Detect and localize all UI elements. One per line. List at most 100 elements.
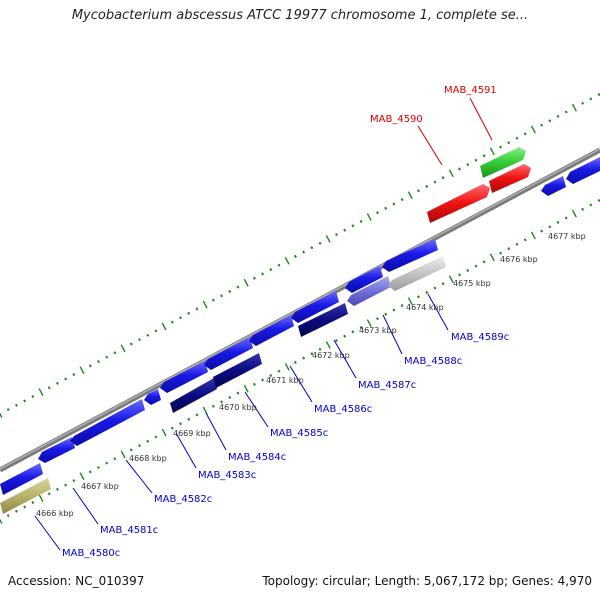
major-tick [571, 103, 577, 112]
major-tick [530, 125, 536, 134]
gene-label-MAB_4591[interactable]: MAB_4591 [444, 85, 497, 96]
gene-arrow-MAB_4591[interactable] [480, 147, 526, 178]
leader-MAB_4589c [427, 293, 449, 331]
gene-arrow-MAB_4587c-a[interactable] [249, 315, 294, 346]
gene-arrow-MAB_4588c[interactable] [347, 276, 391, 306]
gene-label-MAB_4582c[interactable]: MAB_4582c [154, 494, 212, 505]
gene-label-MAB_4583c[interactable]: MAB_4583c [198, 470, 256, 481]
leader-MAB_4580c [34, 515, 61, 551]
minor-tick [129, 448, 133, 452]
minor-tick [417, 295, 420, 299]
minor-tick [236, 285, 240, 289]
minor-tick [105, 355, 109, 359]
minor-tick [187, 311, 191, 315]
minor-tick [540, 229, 544, 233]
minor-tick [589, 203, 593, 207]
minor-tick [252, 382, 256, 386]
minor-tick [581, 101, 585, 105]
minor-tick [433, 180, 437, 184]
gene-arrow-MAB_4588c-b[interactable] [345, 266, 383, 293]
minor-tick [220, 294, 224, 298]
minor-tick [129, 342, 133, 346]
minor-tick [474, 158, 478, 162]
major-tick [571, 209, 577, 218]
major-tick [284, 256, 290, 265]
minor-tick [64, 377, 68, 381]
gene-label-MAB_4587c[interactable]: MAB_4587c [358, 380, 416, 391]
tick-track-upper [0, 92, 600, 418]
ruler-label: 4667 kbp [81, 482, 119, 491]
major-tick [79, 472, 85, 481]
gene-arrow-far-1[interactable] [541, 176, 566, 196]
ruler-label: 4675 kbp [453, 279, 491, 288]
gene-arrow-far-2[interactable] [566, 157, 600, 184]
minor-tick [302, 250, 306, 254]
leader-MAB_4584c [205, 412, 227, 451]
minor-tick [359, 325, 363, 329]
gene-arrow-MAB_4581c[interactable] [0, 463, 43, 495]
gene-arrow-MAB_4586c-a[interactable] [160, 361, 208, 393]
gene-arrow-MAB_4587c[interactable] [298, 303, 348, 337]
gene-arrow-MAB_4583c[interactable] [70, 399, 145, 446]
gene-arrow-MAB_4589c[interactable] [388, 256, 446, 291]
gene-label-MAB_4585c[interactable]: MAB_4585c [270, 428, 328, 439]
gene-arrow-MAB_4590-b[interactable] [489, 164, 531, 193]
minor-tick [564, 216, 568, 220]
minor-tick [277, 263, 281, 267]
minor-tick [269, 268, 273, 272]
ruler-label: 4666 kbp [36, 509, 74, 518]
gene-arrow-MAB_4584c-small[interactable] [144, 389, 161, 405]
major-tick [489, 253, 495, 262]
minor-tick [425, 184, 429, 188]
leader-MAB_4587c [333, 339, 357, 379]
minor-tick [441, 282, 445, 286]
major-tick [366, 213, 372, 221]
minor-tick [334, 233, 338, 237]
gene-arrow-MAB_4590[interactable] [427, 184, 490, 223]
minor-tick [433, 286, 437, 290]
minor-tick [441, 176, 445, 180]
minor-tick [113, 457, 117, 461]
minor-tick [293, 360, 297, 364]
major-tick [366, 319, 372, 327]
minor-tick [293, 254, 297, 258]
gene-label-MAB_4584c[interactable]: MAB_4584c [228, 452, 286, 463]
gene-arrow-MAB_4585c[interactable] [213, 353, 262, 388]
minor-tick [88, 364, 92, 368]
gene-label-MAB_4588c[interactable]: MAB_4588c [404, 356, 462, 367]
minor-tick [318, 347, 322, 351]
gene-arrow-MAB_4582c[interactable] [38, 437, 75, 463]
gene-arrows[interactable] [0, 147, 600, 514]
gene-arrow-MAB_4589c-b[interactable] [382, 239, 438, 272]
gene-arrow-MAB_4580c[interactable] [0, 478, 51, 514]
minor-tick [236, 391, 240, 395]
gene-arrow-MAB_4588c-a[interactable] [291, 291, 339, 323]
minor-tick [14, 403, 18, 407]
gene-label-MAB_4586c[interactable]: MAB_4586c [314, 404, 372, 415]
minor-tick [97, 359, 100, 364]
major-tick [489, 147, 495, 156]
ruler-label: 4674 kbp [406, 303, 444, 312]
gene-label-MAB_4581c[interactable]: MAB_4581c [100, 525, 158, 536]
major-tick [325, 235, 331, 243]
major-tick [284, 362, 290, 371]
gene-label-MAB_4589c[interactable]: MAB_4589c [451, 332, 509, 343]
minor-tick [376, 317, 379, 321]
minor-tick [6, 514, 10, 518]
major-tick [243, 278, 249, 287]
minor-tick [72, 479, 76, 483]
tick-track-lower [0, 198, 600, 524]
gene-label-MAB_4590[interactable]: MAB_4590 [370, 114, 423, 125]
minor-tick [425, 290, 429, 294]
minor-tick [515, 242, 519, 246]
gene-arrow-MAB_4586c-b[interactable] [204, 337, 253, 370]
minor-tick [31, 500, 35, 505]
leader-MAB_4582c [125, 459, 153, 494]
minor-tick [195, 307, 199, 311]
gene-arrow-MAB_4584c[interactable] [170, 378, 217, 413]
gene-label-MAB_4580c[interactable]: MAB_4580c [62, 548, 120, 559]
minor-tick [97, 465, 100, 470]
minor-tick [334, 339, 338, 343]
minor-tick [138, 338, 141, 342]
